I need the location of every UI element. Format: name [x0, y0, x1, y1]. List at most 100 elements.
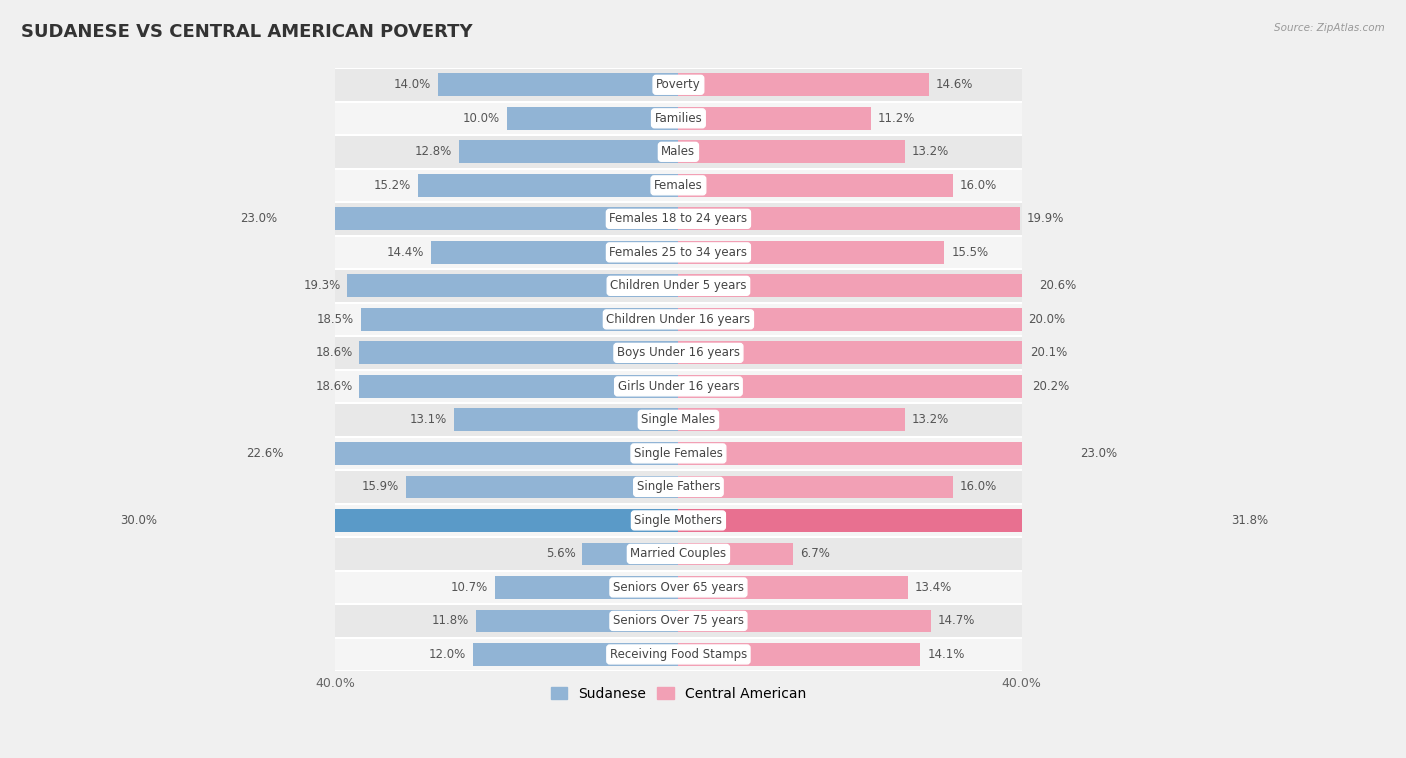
Text: 23.0%: 23.0%: [240, 212, 277, 225]
Text: 13.2%: 13.2%: [911, 413, 949, 427]
Bar: [406, 475, 679, 498]
Bar: [679, 576, 908, 599]
Text: Males: Males: [661, 146, 696, 158]
Text: 14.0%: 14.0%: [394, 78, 432, 91]
Text: 14.1%: 14.1%: [927, 648, 965, 661]
Text: Females: Females: [654, 179, 703, 192]
Bar: [335, 503, 1022, 537]
Bar: [163, 509, 679, 532]
Bar: [335, 470, 1022, 503]
Text: SUDANESE VS CENTRAL AMERICAN POVERTY: SUDANESE VS CENTRAL AMERICAN POVERTY: [21, 23, 472, 41]
Bar: [679, 375, 1025, 398]
Bar: [335, 202, 1022, 236]
Text: 14.6%: 14.6%: [936, 78, 973, 91]
Bar: [508, 107, 679, 130]
Text: 16.0%: 16.0%: [960, 179, 997, 192]
Text: Children Under 5 years: Children Under 5 years: [610, 280, 747, 293]
Bar: [335, 168, 1022, 202]
Bar: [679, 609, 931, 632]
Bar: [335, 102, 1022, 135]
Bar: [432, 241, 679, 264]
Text: Receiving Food Stamps: Receiving Food Stamps: [610, 648, 747, 661]
Text: 19.9%: 19.9%: [1026, 212, 1064, 225]
Text: 30.0%: 30.0%: [120, 514, 157, 527]
Bar: [679, 74, 929, 96]
Bar: [679, 341, 1024, 365]
Bar: [335, 637, 1022, 671]
Bar: [335, 336, 1022, 370]
Legend: Sudanese, Central American: Sudanese, Central American: [546, 681, 811, 706]
Text: 12.8%: 12.8%: [415, 146, 451, 158]
Bar: [472, 643, 679, 666]
Text: 19.3%: 19.3%: [304, 280, 340, 293]
Text: 14.4%: 14.4%: [387, 246, 425, 258]
Text: Poverty: Poverty: [657, 78, 700, 91]
Text: 31.8%: 31.8%: [1230, 514, 1268, 527]
Bar: [418, 174, 679, 197]
Text: Females 18 to 24 years: Females 18 to 24 years: [609, 212, 748, 225]
Bar: [679, 274, 1032, 297]
Bar: [360, 341, 679, 365]
Text: 20.6%: 20.6%: [1039, 280, 1076, 293]
Bar: [679, 475, 953, 498]
Text: 5.6%: 5.6%: [546, 547, 575, 560]
Text: 6.7%: 6.7%: [800, 547, 830, 560]
Bar: [360, 375, 679, 398]
Text: 20.2%: 20.2%: [1032, 380, 1069, 393]
Text: Single Females: Single Females: [634, 447, 723, 460]
Text: 10.0%: 10.0%: [463, 112, 501, 125]
Text: 15.2%: 15.2%: [374, 179, 411, 192]
Bar: [347, 274, 679, 297]
Bar: [335, 537, 1022, 571]
Bar: [335, 302, 1022, 336]
Bar: [335, 571, 1022, 604]
Bar: [291, 442, 679, 465]
Bar: [679, 174, 953, 197]
Text: Source: ZipAtlas.com: Source: ZipAtlas.com: [1274, 23, 1385, 33]
Bar: [679, 509, 1225, 532]
Text: Girls Under 16 years: Girls Under 16 years: [617, 380, 740, 393]
Text: Married Couples: Married Couples: [630, 547, 727, 560]
Text: 15.5%: 15.5%: [952, 246, 988, 258]
Bar: [495, 576, 679, 599]
Bar: [335, 68, 1022, 102]
Bar: [679, 107, 870, 130]
Bar: [439, 74, 679, 96]
Text: Families: Families: [655, 112, 702, 125]
Bar: [335, 370, 1022, 403]
Text: 18.5%: 18.5%: [318, 313, 354, 326]
Text: Children Under 16 years: Children Under 16 years: [606, 313, 751, 326]
Text: Single Fathers: Single Fathers: [637, 481, 720, 493]
Text: 11.2%: 11.2%: [877, 112, 915, 125]
Text: 14.7%: 14.7%: [938, 615, 974, 628]
Text: 18.6%: 18.6%: [315, 380, 353, 393]
Bar: [335, 403, 1022, 437]
Text: Single Mothers: Single Mothers: [634, 514, 723, 527]
Bar: [679, 643, 921, 666]
Text: Single Males: Single Males: [641, 413, 716, 427]
Bar: [454, 409, 679, 431]
Bar: [335, 135, 1022, 168]
Bar: [335, 236, 1022, 269]
Text: 20.1%: 20.1%: [1031, 346, 1067, 359]
Bar: [335, 604, 1022, 637]
Text: 13.2%: 13.2%: [911, 146, 949, 158]
Text: Boys Under 16 years: Boys Under 16 years: [617, 346, 740, 359]
Bar: [679, 543, 793, 565]
Bar: [679, 208, 1019, 230]
Text: 22.6%: 22.6%: [246, 447, 284, 460]
Bar: [284, 208, 679, 230]
Bar: [361, 308, 679, 330]
Text: 20.0%: 20.0%: [1028, 313, 1066, 326]
Text: 16.0%: 16.0%: [960, 481, 997, 493]
Bar: [679, 308, 1022, 330]
Text: 11.8%: 11.8%: [432, 615, 470, 628]
Text: 10.7%: 10.7%: [451, 581, 488, 594]
Text: 13.4%: 13.4%: [915, 581, 952, 594]
Text: 15.9%: 15.9%: [361, 481, 399, 493]
Text: Seniors Over 75 years: Seniors Over 75 years: [613, 615, 744, 628]
Bar: [679, 409, 905, 431]
Bar: [335, 437, 1022, 470]
Text: 12.0%: 12.0%: [429, 648, 465, 661]
Bar: [458, 140, 679, 163]
